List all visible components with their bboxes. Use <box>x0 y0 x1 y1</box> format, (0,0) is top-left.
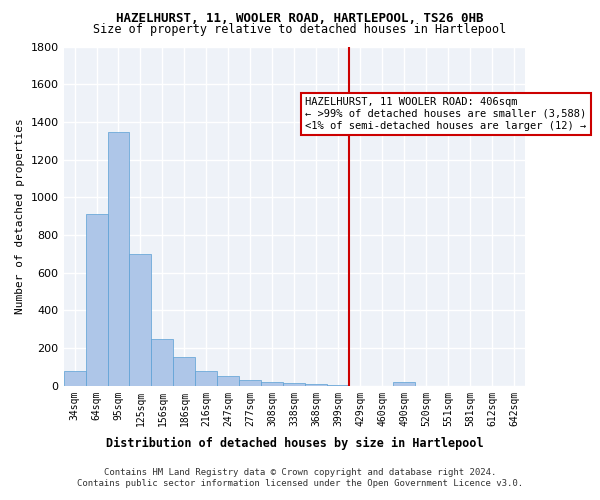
Text: Size of property relative to detached houses in Hartlepool: Size of property relative to detached ho… <box>94 22 506 36</box>
Bar <box>130 254 151 386</box>
Bar <box>64 370 86 386</box>
Bar <box>283 383 305 386</box>
Bar <box>86 214 107 386</box>
Bar <box>328 384 349 386</box>
Bar <box>196 370 217 386</box>
Bar <box>107 132 130 386</box>
Bar <box>393 382 415 386</box>
Bar <box>239 380 262 386</box>
Bar <box>151 338 173 386</box>
Bar <box>173 358 196 386</box>
Text: HAZELHURST, 11 WOOLER ROAD: 406sqm
← >99% of detached houses are smaller (3,588): HAZELHURST, 11 WOOLER ROAD: 406sqm ← >99… <box>305 98 587 130</box>
X-axis label: Distribution of detached houses by size in Hartlepool: Distribution of detached houses by size … <box>106 437 483 450</box>
Y-axis label: Number of detached properties: Number of detached properties <box>15 118 25 314</box>
Text: Contains HM Land Registry data © Crown copyright and database right 2024.
Contai: Contains HM Land Registry data © Crown c… <box>77 468 523 487</box>
Text: HAZELHURST, 11, WOOLER ROAD, HARTLEPOOL, TS26 0HB: HAZELHURST, 11, WOOLER ROAD, HARTLEPOOL,… <box>116 12 484 26</box>
Bar <box>217 376 239 386</box>
Bar <box>262 382 283 386</box>
Bar <box>305 384 328 386</box>
